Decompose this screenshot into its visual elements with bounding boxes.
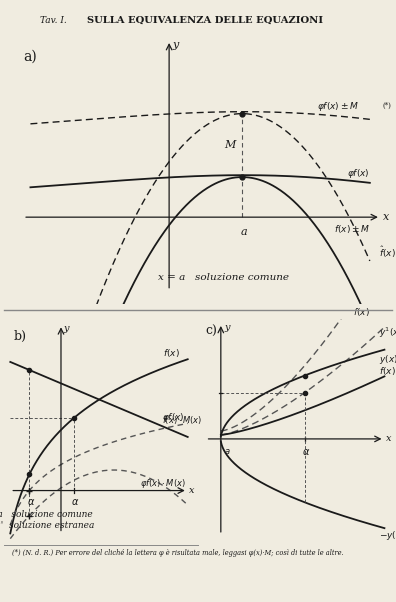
Text: $f(x)\pm M$: $f(x)\pm M$ — [334, 223, 370, 235]
Text: $f(x)$: $f(x)$ — [164, 347, 180, 359]
Text: $\alpha$: $\alpha$ — [302, 447, 310, 457]
Text: Tav. I.: Tav. I. — [40, 16, 67, 25]
Text: (*) (N. d. R.) Per errore del cliché la lettera φ è risultata male, leggasi φ(x): (*) (N. d. R.) Per errore del cliché la … — [12, 549, 343, 557]
Text: $y^1(x)$: $y^1(x)$ — [379, 325, 396, 340]
Text: x: x — [189, 486, 195, 495]
Text: y: y — [173, 40, 179, 50]
Text: $\varphi f(x)\pm M$: $\varphi f(x)\pm M$ — [317, 100, 359, 113]
Text: x: x — [383, 212, 389, 222]
Text: $\hat{f}(x)$: $\hat{f}(x)$ — [379, 244, 396, 260]
Text: x = a'  soluzione estranea: x = a' soluzione estranea — [0, 521, 94, 530]
Text: SULLA EQUIVALENZA DELLE EQUAZIONI: SULLA EQUIVALENZA DELLE EQUAZIONI — [87, 16, 323, 25]
Text: y: y — [63, 324, 69, 334]
Text: $\varphi f(x)$: $\varphi f(x)$ — [162, 411, 185, 424]
Text: $f(x) \cdot M(x)$: $f(x) \cdot M(x)$ — [162, 414, 203, 426]
Text: c): c) — [206, 325, 217, 338]
Text: M: M — [224, 140, 236, 150]
Text: $a$: $a$ — [224, 447, 230, 456]
Text: a: a — [241, 227, 247, 237]
Text: x: x — [386, 435, 392, 444]
Text: $y(x)$: $y(x)$ — [379, 353, 396, 366]
Text: $\alpha$: $\alpha$ — [71, 497, 79, 507]
Text: y: y — [224, 323, 229, 332]
Text: $f(x)$: $f(x)$ — [379, 365, 396, 377]
Text: $-y(x)$: $-y(x)$ — [379, 529, 396, 542]
Text: x = a   soluzione comune: x = a soluzione comune — [0, 510, 93, 519]
Text: x = a   soluzione comune: x = a soluzione comune — [158, 273, 289, 282]
Text: b): b) — [13, 330, 27, 343]
Text: (*): (*) — [383, 102, 392, 110]
Text: $\varphi f(x) \cdot M(x)$: $\varphi f(x) \cdot M(x)$ — [140, 477, 186, 490]
Text: $f(x)$: $f(x)$ — [353, 306, 370, 318]
Text: a): a) — [23, 50, 37, 64]
Text: $\alpha$: $\alpha$ — [27, 497, 35, 507]
Text: $\varphi f(x)$: $\varphi f(x)$ — [347, 167, 370, 180]
